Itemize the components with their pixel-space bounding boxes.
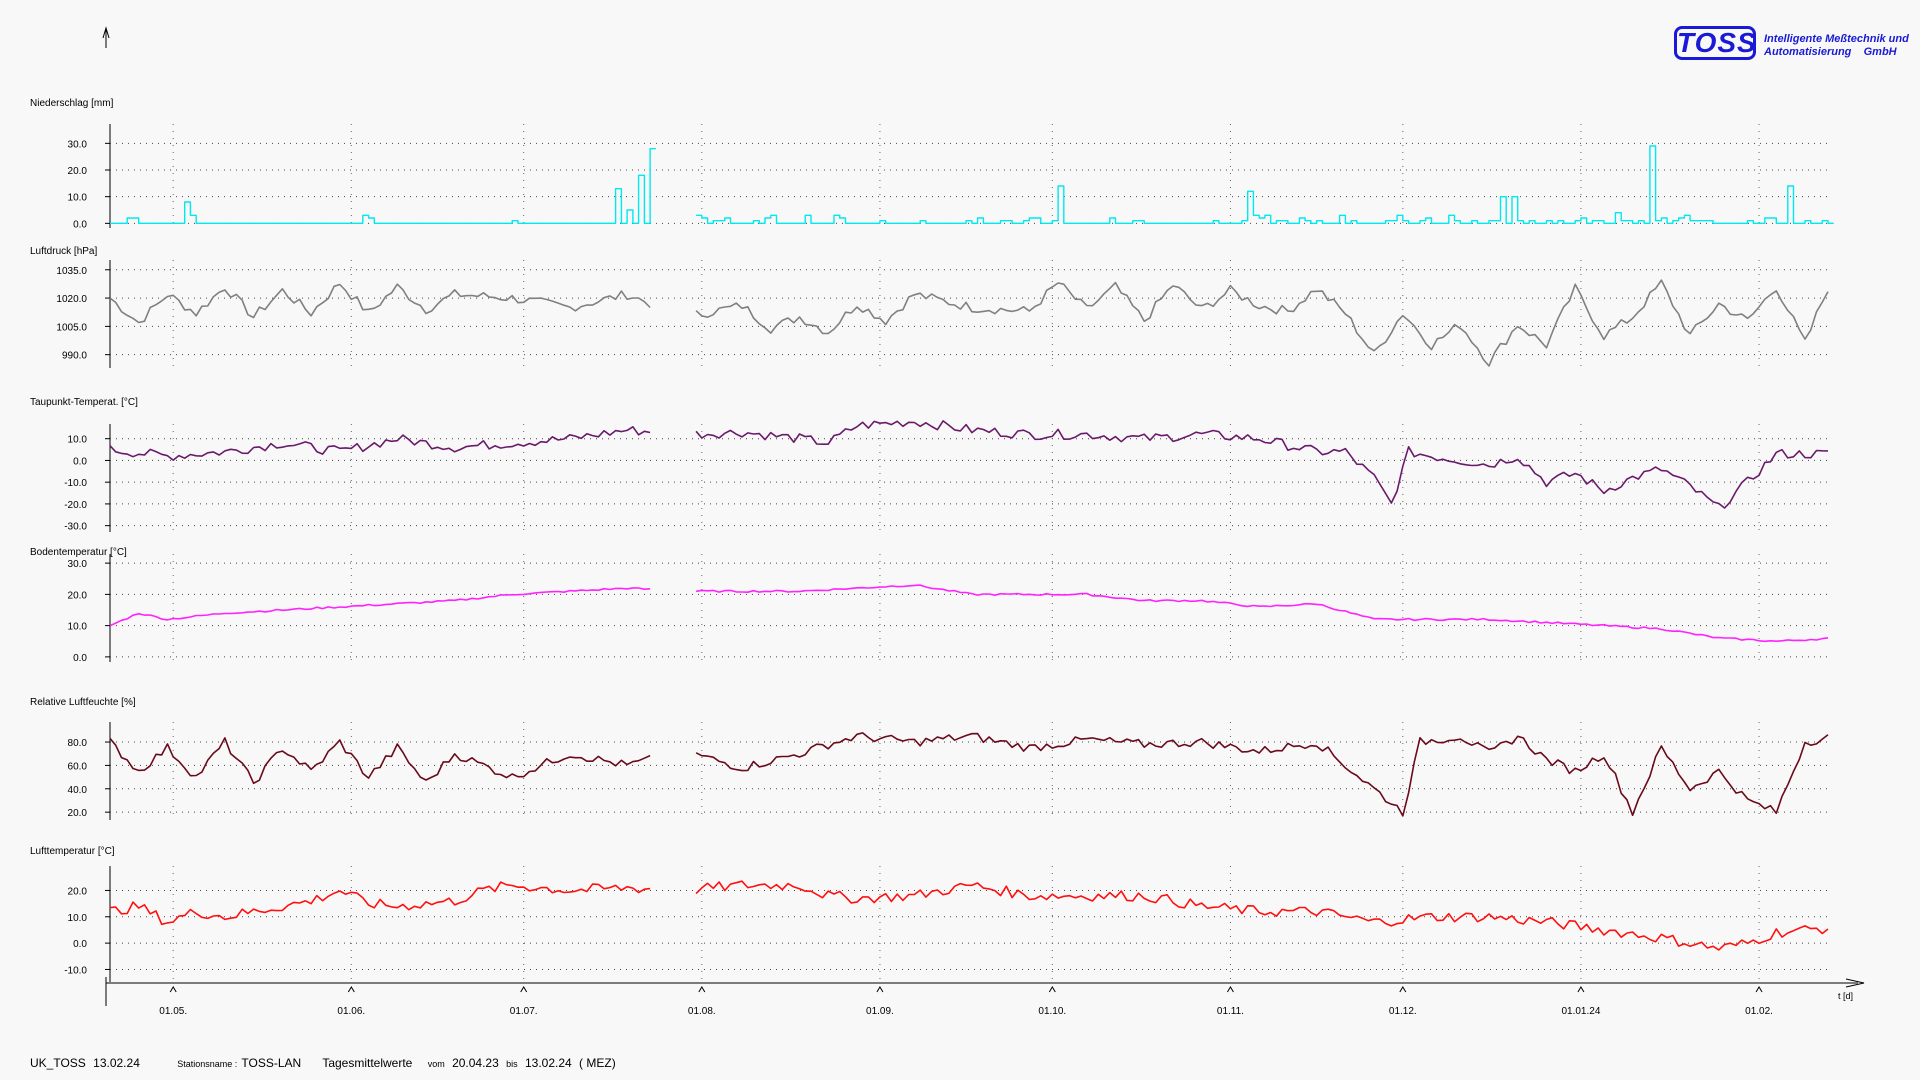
footer-station-label: Stationsname : [177,1059,238,1069]
chart-panels: Niederschlag [mm] 0.0 10.0 20.0 30.0 Luftdruc… [30,98,1834,982]
footer-from-label: vom [427,1059,445,1069]
x-tick-label: 01.05. [159,1006,187,1017]
footer-to-label: bis [506,1059,518,1069]
series-line-precip-1 [110,148,656,224]
x-tick-caret-icon [1577,986,1585,993]
x-tick-label: 01.12. [1389,1006,1417,1017]
panel-temp: Lufttemperatur [°C] -10.0 0.0 10.0 20.0 [30,846,1830,982]
x-tick-label: 01.06. [337,1006,365,1017]
series-line-dewpoint-1 [109,426,651,461]
panel-title-humidity: Relative Luftfeuchte [%] [30,697,136,708]
top-arrow-icon [102,26,110,48]
series-line-pressure-2 [695,279,1829,367]
x-tick-caret-icon [1399,986,1407,993]
y-tick-label-pressure: 1035.0 [56,266,87,277]
footer-to: 13.02.24 [524,1056,572,1070]
x-tick-caret-icon [1048,986,1056,993]
x-tick-caret-icon [876,986,884,993]
y-tick-label-temp: -10.0 [64,965,87,976]
panel-precip: Niederschlag [mm] 0.0 10.0 20.0 30.0 [30,98,1834,230]
x-tick-caret-icon [520,986,528,993]
panel-soil: Bodentemperatur [°C] 0.0 10.0 20.0 30.0 [30,547,1830,664]
footer-type: Tagesmittelwerte [322,1056,413,1070]
x-tick-label: 01.02. [1745,1006,1773,1017]
x-tick-label: 01.10. [1038,1006,1066,1017]
panel-title-precip: Niederschlag [mm] [30,98,114,109]
series-line-dewpoint-2 [695,420,1829,509]
x-tick-label: 01.09. [866,1006,894,1017]
series-line-temp-1 [109,881,651,926]
x-tick-label: 01.07. [510,1006,538,1017]
series-line-humidity-1 [109,737,651,785]
y-tick-label-temp: 0.0 [73,939,87,950]
y-tick-label-temp: 10.0 [68,913,88,924]
series-line-precip-2 [696,145,1834,224]
series-line-soil-2 [695,584,1829,643]
toss-logo-mark: TOSS [1674,26,1756,60]
y-tick-label-precip: 20.0 [68,166,88,177]
y-tick-label-precip: 0.0 [73,219,87,230]
panel-dewpoint: Taupunkt-Temperat. [°C] -30.0 -20.0 -10.0 0.… [30,397,1830,533]
y-tick-label-dewpoint: 0.0 [73,456,87,467]
x-axis-arrow-icon [1845,978,1865,988]
time-axis: 01.05. 01.06. 01.07. 01.08. 01.09. 01.10. 01.1… [105,977,1865,1017]
company-name: Intelligente Meßtechnik und Automatisier… [1764,33,1909,59]
y-tick-label-soil: 10.0 [68,622,88,633]
x-tick-caret-icon [1227,986,1234,993]
y-tick-label-humidity: 80.0 [68,738,88,749]
x-tick-caret-icon [1755,986,1763,993]
panel-title-temp: Lufttemperatur [°C] [30,846,115,857]
y-tick-label-dewpoint: -10.0 [64,478,87,489]
y-tick-label-dewpoint: -20.0 [64,500,87,511]
panel-title-soil: Bodentemperatur [°C] [30,547,127,558]
footer-id: UK_TOSS [30,1056,86,1070]
x-tick-label: 01.11. [1217,1006,1244,1017]
y-tick-label-soil: 0.0 [73,653,87,664]
y-tick-label-humidity: 40.0 [68,785,88,796]
footer-station: TOSS-LAN [241,1056,302,1070]
footer-tz: ( MEZ) [579,1056,616,1070]
y-tick-label-pressure: 990.0 [62,351,87,362]
x-tick-caret-icon [347,986,355,993]
footer-bar: UK_TOSS 13.02.24 Stationsname : TOSS-LAN… [30,1056,620,1070]
company-line1: Intelligente Meßtechnik und [1764,33,1909,45]
toss-logo: TOSS Intelligente Meßtechnik und Automat… [1674,24,1914,68]
panel-pressure: Luftdruck [hPa] 990.0 1005.0 1020.0 1035.0 [30,246,1830,368]
y-tick-label-precip: 10.0 [68,193,88,204]
panel-title-pressure: Luftdruck [hPa] [30,246,97,257]
footer-date: 13.02.24 [93,1056,140,1070]
x-tick-caret-icon [698,986,706,993]
series-line-temp-2 [695,880,1829,951]
company-line2: Automatisierung GmbH [1764,46,1897,58]
y-tick-label-humidity: 60.0 [68,761,88,772]
panel-humidity: Relative Luftfeuchte [%] 20.0 40.0 60.0 80.0 [30,697,1830,820]
x-axis-label: t [d] [1838,991,1853,1001]
series-line-pressure-1 [109,283,651,324]
y-tick-label-dewpoint: -30.0 [64,522,87,533]
y-tick-label-precip: 30.0 [68,139,88,150]
series-line-humidity-2 [695,732,1829,817]
panel-title-dewpoint: Taupunkt-Temperat. [°C] [30,397,138,408]
x-tick-caret-icon [169,986,177,993]
y-tick-label-dewpoint: 10.0 [68,435,88,446]
x-tick-label: 01.08. [688,1006,716,1017]
y-tick-label-soil: 20.0 [68,590,88,601]
series-line-soil-1 [109,587,651,627]
footer-from: 20.04.23 [452,1056,499,1070]
y-tick-label-temp: 20.0 [68,886,88,897]
y-tick-label-pressure: 1020.0 [56,294,87,305]
y-tick-label-soil: 30.0 [68,559,88,570]
y-tick-label-humidity: 20.0 [68,808,88,819]
x-tick-label: 01.01.24 [1561,1006,1600,1017]
y-tick-label-pressure: 1005.0 [56,322,87,333]
